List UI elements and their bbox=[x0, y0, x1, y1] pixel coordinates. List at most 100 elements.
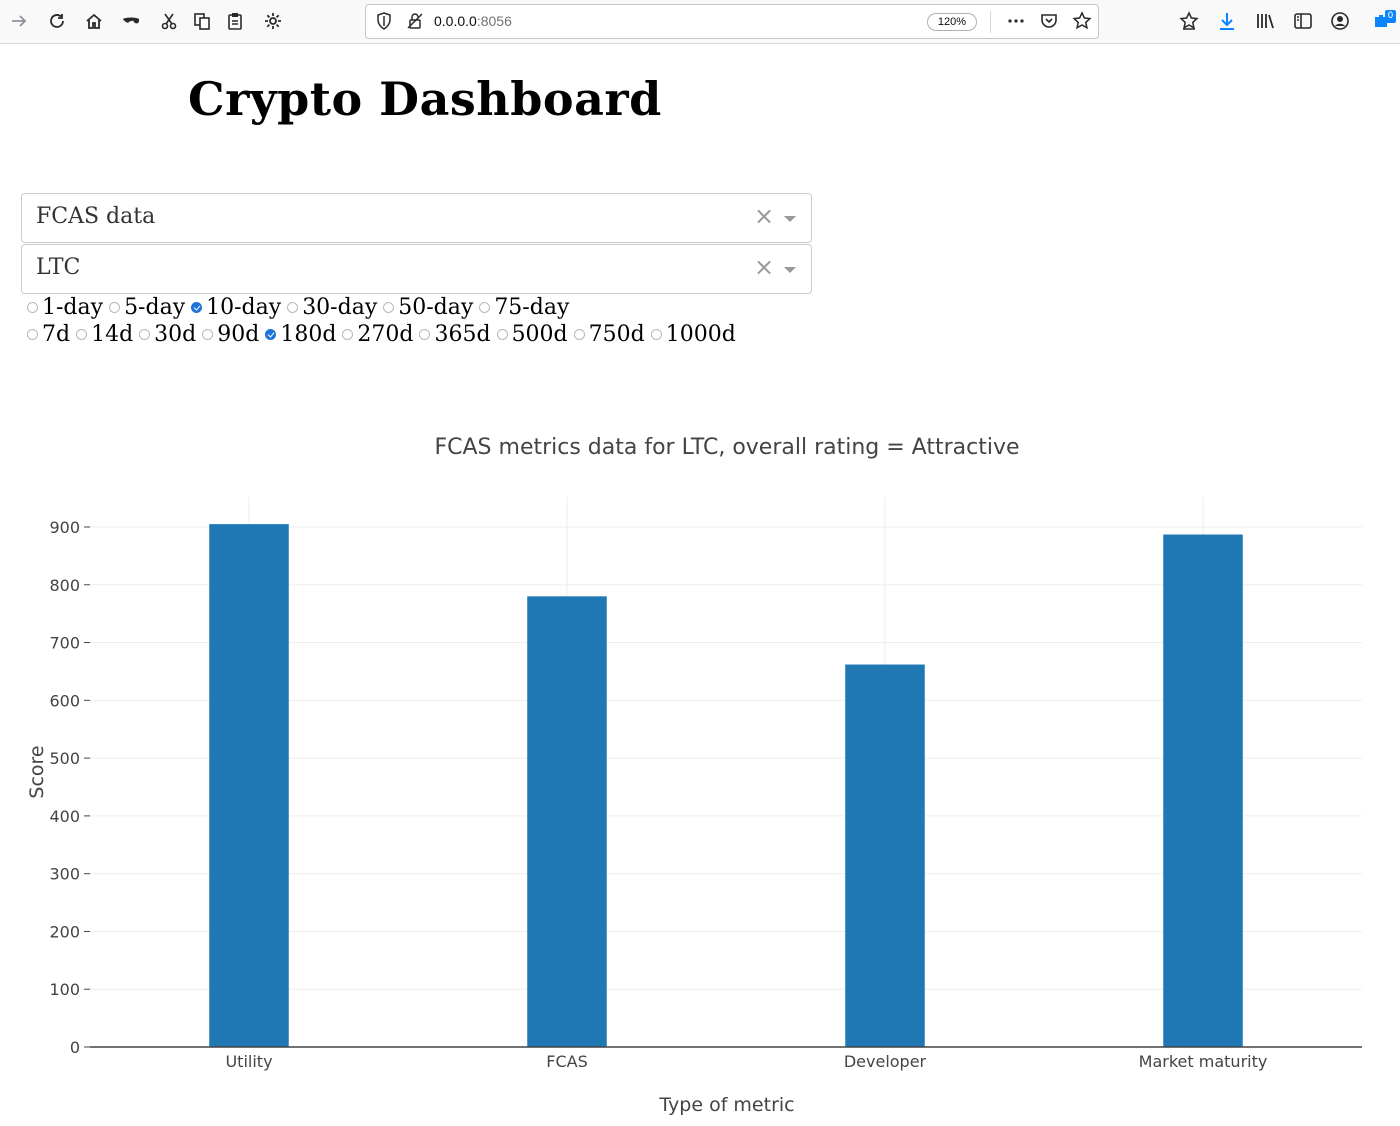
x-tick-label: FCAS bbox=[546, 1052, 587, 1071]
radio-unchecked-icon[interactable] bbox=[383, 302, 395, 313]
y-tick-label: 700 bbox=[49, 634, 80, 653]
radio-unchecked-icon[interactable] bbox=[76, 329, 88, 340]
url-host: 0.0.0.0 bbox=[434, 13, 477, 29]
url-text[interactable]: 0.0.0.0:8056 bbox=[434, 13, 512, 29]
radio-unchecked-icon[interactable] bbox=[573, 329, 585, 340]
copy-icon[interactable] bbox=[189, 8, 215, 34]
period-option[interactable]: 1000d bbox=[650, 322, 736, 347]
library-icon[interactable] bbox=[1252, 8, 1278, 34]
radio-unchecked-icon[interactable] bbox=[479, 302, 491, 313]
period-option[interactable]: 750d bbox=[573, 322, 645, 347]
radio-unchecked-icon[interactable] bbox=[496, 329, 508, 340]
radio-unchecked-icon[interactable] bbox=[419, 329, 431, 340]
period-option-label: 30d bbox=[154, 322, 197, 347]
y-axis-label: Score bbox=[26, 745, 48, 798]
y-tick-label: 300 bbox=[49, 865, 80, 884]
account-icon[interactable] bbox=[1327, 8, 1353, 34]
gear-icon[interactable] bbox=[260, 8, 286, 34]
data-type-dropdown[interactable]: FCAS data × bbox=[21, 193, 812, 243]
url-bar-divider bbox=[990, 11, 991, 33]
radio-unchecked-icon[interactable] bbox=[139, 329, 151, 340]
moving-average-option-label: 30-day bbox=[302, 295, 378, 320]
forward-arrow-icon[interactable] bbox=[6, 8, 32, 34]
moving-average-option-label: 5-day bbox=[124, 295, 186, 320]
y-tick-label: 200 bbox=[49, 922, 80, 941]
moving-average-option-label: 75-day bbox=[494, 295, 570, 320]
bar-market-maturity[interactable] bbox=[1163, 534, 1243, 1047]
more-actions-icon[interactable] bbox=[1003, 8, 1029, 34]
period-option[interactable]: 90d bbox=[202, 322, 259, 347]
period-option[interactable]: 7d bbox=[27, 322, 70, 347]
chevron-down-icon[interactable] bbox=[784, 216, 796, 222]
period-option-label: 7d bbox=[42, 322, 71, 347]
moving-average-option[interactable]: 1-day bbox=[27, 295, 103, 320]
moving-average-option[interactable]: 10-day bbox=[191, 295, 281, 320]
moving-average-option-label: 1-day bbox=[42, 295, 104, 320]
period-option[interactable]: 180d bbox=[265, 322, 336, 347]
radio-unchecked-icon[interactable] bbox=[202, 329, 214, 340]
radio-unchecked-icon[interactable] bbox=[27, 302, 38, 313]
moving-average-option[interactable]: 5-day bbox=[109, 295, 185, 320]
y-tick-label: 800 bbox=[49, 576, 80, 595]
bookmark-star-icon[interactable] bbox=[1069, 8, 1095, 34]
radio-unchecked-icon[interactable] bbox=[342, 329, 354, 340]
period-option-label: 270d bbox=[357, 322, 414, 347]
chart-bars bbox=[209, 524, 1243, 1047]
download-icon[interactable] bbox=[1214, 8, 1240, 34]
period-option-label: 500d bbox=[511, 322, 568, 347]
mask-icon[interactable] bbox=[118, 8, 144, 34]
url-port: :8056 bbox=[476, 13, 512, 29]
period-option[interactable]: 365d bbox=[419, 322, 491, 347]
shield-icon[interactable] bbox=[371, 8, 397, 34]
sidebar-icon[interactable] bbox=[1290, 8, 1316, 34]
bar-utility[interactable] bbox=[209, 524, 289, 1047]
moving-average-option-label: 50-day bbox=[398, 295, 474, 320]
x-tick-label: Market maturity bbox=[1139, 1052, 1268, 1071]
coin-dropdown[interactable]: LTC × bbox=[21, 244, 812, 294]
period-option[interactable]: 500d bbox=[496, 322, 568, 347]
reader-star-icon[interactable] bbox=[1176, 8, 1202, 34]
x-tick-label: Utility bbox=[225, 1052, 272, 1071]
period-option[interactable]: 14d bbox=[76, 322, 133, 347]
moving-average-option[interactable]: 75-day bbox=[479, 295, 569, 320]
insecure-connection-icon[interactable] bbox=[402, 8, 428, 34]
page-title: Crypto Dashboard bbox=[188, 72, 662, 126]
y-tick-label: 100 bbox=[49, 980, 80, 999]
bar-developer[interactable] bbox=[845, 664, 925, 1047]
y-tick-label: 400 bbox=[49, 807, 80, 826]
x-tick-label: Developer bbox=[844, 1052, 927, 1071]
x-axis-label: Type of metric bbox=[658, 1094, 794, 1116]
clear-icon[interactable]: × bbox=[754, 253, 775, 281]
radio-checked-icon[interactable] bbox=[191, 302, 203, 313]
bar-fcas[interactable] bbox=[527, 596, 607, 1047]
moving-average-option[interactable]: 50-day bbox=[383, 295, 473, 320]
radio-unchecked-icon[interactable] bbox=[287, 302, 299, 313]
pocket-icon[interactable] bbox=[1036, 8, 1062, 34]
fcas-bar-chart: FCAS metrics data for LTC, overall ratin… bbox=[26, 435, 1362, 1116]
period-option-label: 180d bbox=[280, 322, 337, 347]
extension-icon[interactable]: 0 bbox=[1366, 8, 1396, 34]
radio-unchecked-icon[interactable] bbox=[109, 302, 121, 313]
x-axis-ticks: Utility FCAS Developer Market maturity bbox=[225, 1052, 1267, 1071]
paste-icon[interactable] bbox=[222, 8, 248, 34]
chevron-down-icon[interactable] bbox=[784, 267, 796, 273]
home-icon[interactable] bbox=[81, 8, 107, 34]
coin-dropdown-value: LTC bbox=[36, 255, 81, 280]
period-option[interactable]: 270d bbox=[342, 322, 413, 347]
zoom-level-badge[interactable]: 120% bbox=[927, 13, 977, 31]
period-option[interactable]: 30d bbox=[139, 322, 196, 347]
data-type-dropdown-value: FCAS data bbox=[36, 204, 156, 229]
clear-icon[interactable]: × bbox=[754, 202, 775, 230]
reload-icon[interactable] bbox=[44, 8, 70, 34]
radio-unchecked-icon[interactable] bbox=[650, 329, 662, 340]
moving-average-option[interactable]: 30-day bbox=[287, 295, 377, 320]
period-option-label: 90d bbox=[217, 322, 260, 347]
y-tick-label: 0 bbox=[70, 1038, 80, 1057]
url-bar[interactable]: 0.0.0.0:8056 120% bbox=[365, 4, 1099, 39]
extension-badge-count: 0 bbox=[1385, 10, 1396, 23]
radio-unchecked-icon[interactable] bbox=[27, 329, 38, 340]
cut-icon[interactable] bbox=[156, 8, 182, 34]
period-option-label: 1000d bbox=[665, 322, 736, 347]
radio-checked-icon[interactable] bbox=[265, 329, 277, 340]
period-option-label: 365d bbox=[434, 322, 491, 347]
